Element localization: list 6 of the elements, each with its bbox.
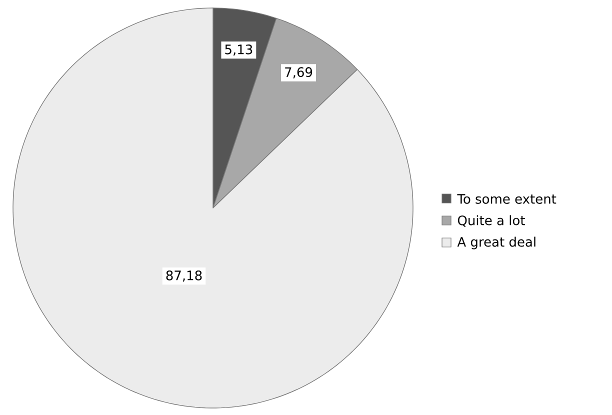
legend-label: Quite a lot [458, 215, 525, 227]
legend-label: A great deal [457, 236, 536, 250]
legend-label: To some extent [457, 194, 556, 204]
data-label: 5,13 [225, 44, 252, 56]
data-label: 87,18 [166, 270, 202, 282]
data-label: 7,69 [285, 67, 312, 78]
